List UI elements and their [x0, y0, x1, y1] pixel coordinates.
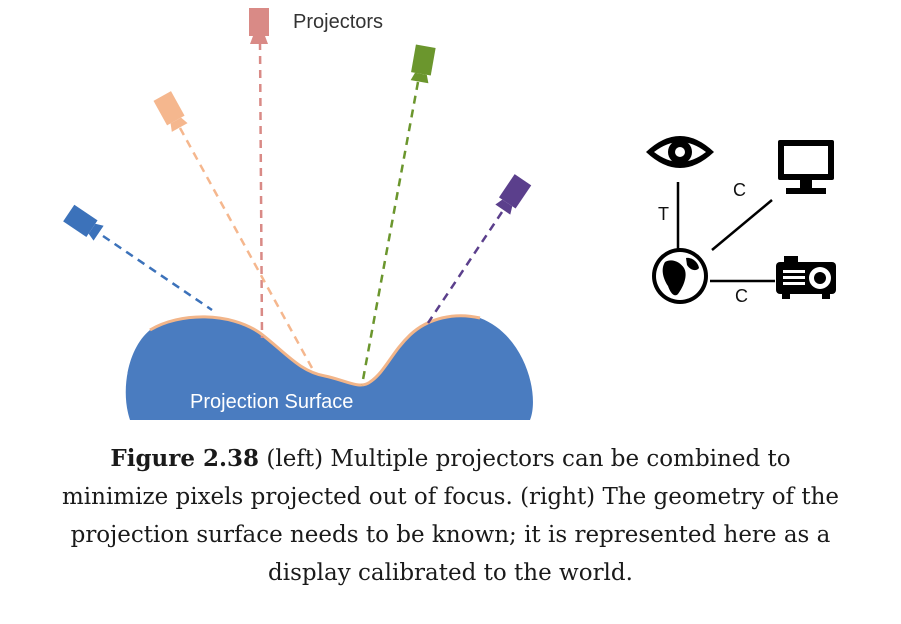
projection-surface-label: Projection Surface — [190, 391, 353, 413]
ray-red — [258, 41, 264, 339]
figure-diagram: Projectors Projection Surface T C C — [63, 8, 836, 420]
monitor-icon — [778, 140, 834, 194]
caption-line-1: Figure 2.38 (left) Multiple projectors c… — [0, 440, 901, 478]
ray-purple — [426, 211, 504, 324]
edge-label-c-monitor: C — [733, 180, 746, 200]
ray-blue — [102, 234, 213, 312]
edge-label-c-projector: C — [735, 286, 748, 306]
projector-peach — [153, 91, 188, 132]
globe-icon — [652, 248, 708, 304]
eye-icon — [646, 136, 714, 168]
projector-icon — [776, 256, 836, 299]
caption-figure-label: Figure 2.38 — [110, 445, 260, 472]
caption-line-3: projection surface needs to be known; it… — [70, 522, 831, 548]
projector-green — [410, 44, 436, 84]
surface-edge-line — [149, 314, 481, 387]
figure-caption: Figure 2.38 (left) Multiple projectors c… — [0, 440, 901, 592]
edge-world-monitor — [711, 199, 773, 251]
projection-surface — [125, 315, 533, 420]
projector-blue — [63, 204, 104, 241]
ray-green — [360, 81, 420, 386]
caption-line-2: minimize pixels projected out of focus. … — [61, 484, 840, 510]
projector-purple — [495, 174, 532, 215]
ray-peach — [178, 127, 314, 369]
caption-line-1-text: (left) Multiple projectors can be combin… — [259, 446, 791, 472]
projector-red — [249, 8, 269, 44]
caption-line-4: display calibrated to the world. — [268, 560, 633, 586]
edge-label-t: T — [658, 204, 669, 224]
projectors-title: Projectors — [293, 11, 383, 33]
